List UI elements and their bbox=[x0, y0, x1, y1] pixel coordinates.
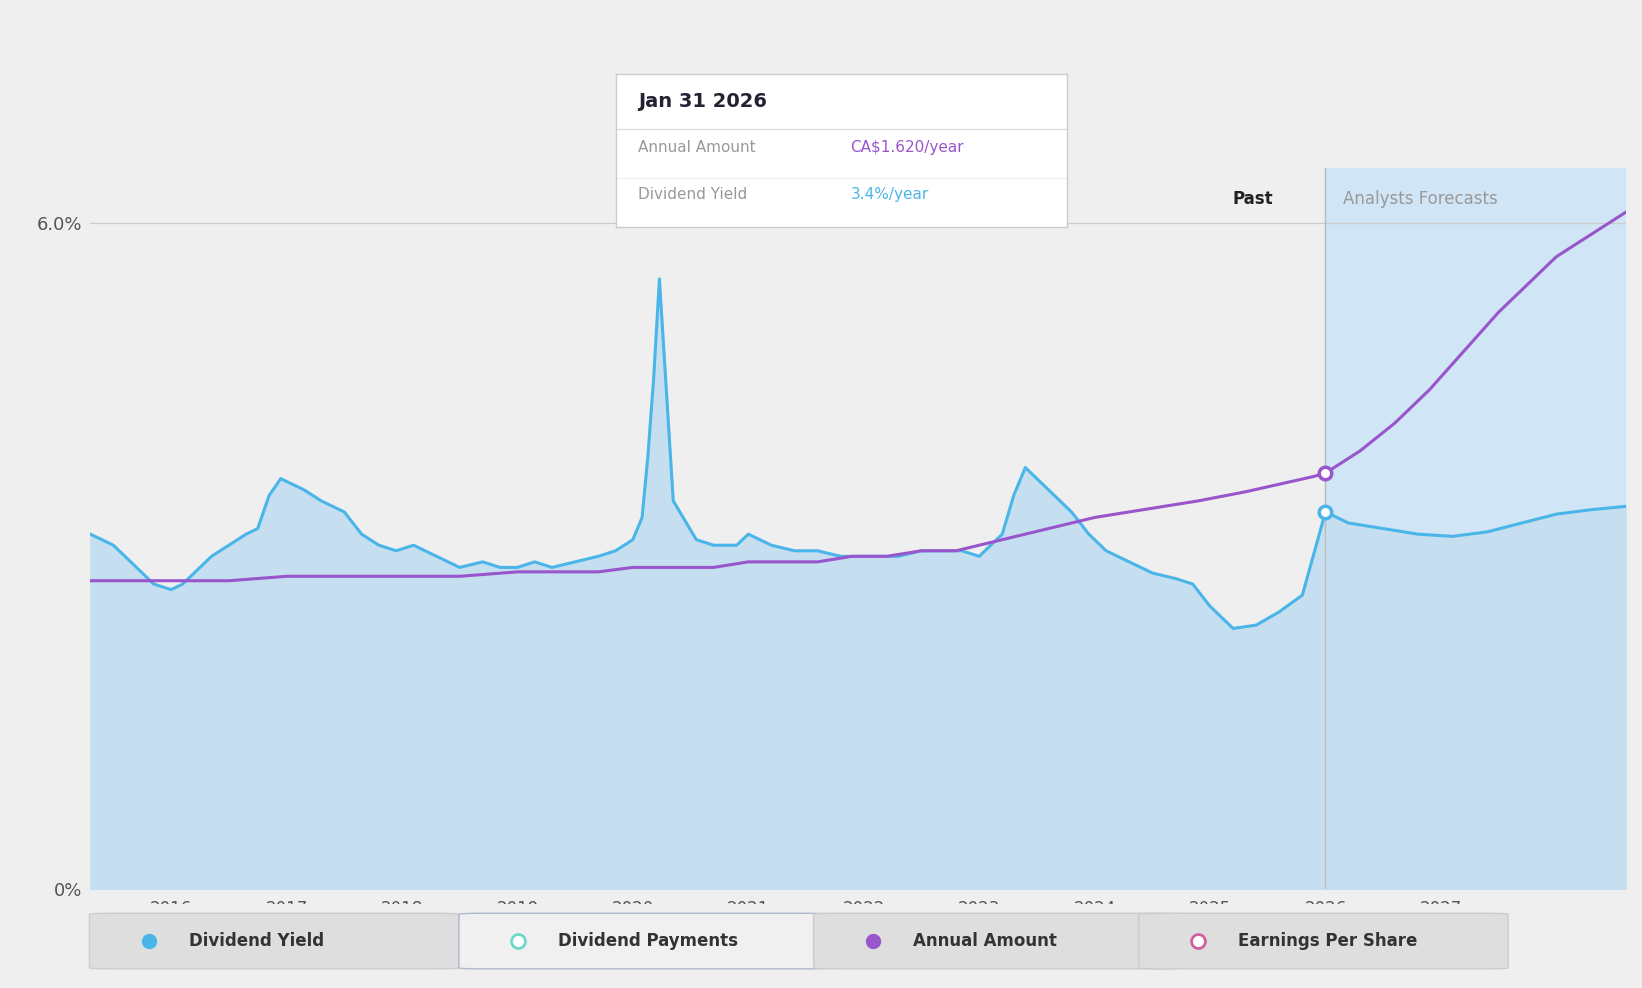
Text: Annual Amount: Annual Amount bbox=[639, 140, 755, 155]
Text: Dividend Yield: Dividend Yield bbox=[639, 188, 747, 203]
Text: Past: Past bbox=[1233, 190, 1274, 207]
Text: Analysts Forecasts: Analysts Forecasts bbox=[1343, 190, 1498, 207]
Text: Jan 31 2026: Jan 31 2026 bbox=[639, 93, 767, 112]
FancyBboxPatch shape bbox=[460, 913, 829, 969]
FancyBboxPatch shape bbox=[90, 913, 460, 969]
Text: Dividend Yield: Dividend Yield bbox=[189, 932, 323, 950]
FancyBboxPatch shape bbox=[814, 913, 1182, 969]
Text: CA$1.620/year: CA$1.620/year bbox=[851, 140, 964, 155]
Bar bbox=[1325, 168, 1626, 889]
Text: Earnings Per Share: Earnings Per Share bbox=[1238, 932, 1417, 950]
Text: Annual Amount: Annual Amount bbox=[913, 932, 1056, 950]
Text: 3.4%/year: 3.4%/year bbox=[851, 188, 929, 203]
Text: Dividend Payments: Dividend Payments bbox=[558, 932, 737, 950]
FancyBboxPatch shape bbox=[1140, 913, 1507, 969]
